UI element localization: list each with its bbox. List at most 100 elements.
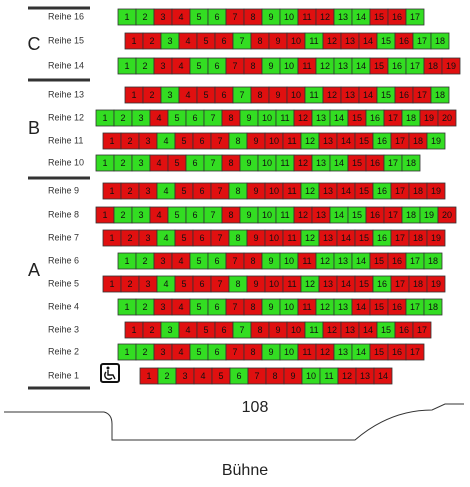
seat-number: 6 [199,186,204,196]
seat-number: 1 [109,233,114,243]
seat-number: 10 [284,61,294,71]
seat-number: 13 [338,302,348,312]
seat-number: 2 [142,302,147,312]
seat-number: 9 [246,210,251,220]
seat-number: 14 [341,279,351,289]
seat[interactable] [426,275,446,293]
seat-number: 18 [406,113,416,123]
seat-number: 10 [284,347,294,357]
seat-number: 7 [232,347,237,357]
seat-number: 8 [257,90,262,100]
seat-number: 18 [413,136,423,146]
seat-number: 1 [109,279,114,289]
seat-number: 8 [235,186,240,196]
wheelchair-glyph [104,370,116,380]
wheelchair-icon[interactable] [100,363,120,383]
seat-number: 6 [221,36,226,46]
seat-number: 2 [164,371,169,381]
seat-number: 17 [410,347,420,357]
seat-number: 1 [131,90,136,100]
seat-number: 1 [124,347,129,357]
seat[interactable] [426,182,446,200]
seat[interactable] [412,321,432,339]
seat-number: 11 [302,302,311,312]
seat-number: 16 [377,233,387,243]
seat-number: 4 [185,325,190,335]
seat-number: 16 [399,325,409,335]
seat[interactable] [441,57,461,75]
seat-number: 10 [262,158,272,168]
seat[interactable] [405,8,425,26]
seat[interactable] [437,206,457,224]
seat[interactable] [405,343,425,361]
seat-number: 12 [320,256,330,266]
seat-number: 1 [102,158,107,168]
seat[interactable] [423,252,443,270]
seat-number: 3 [160,61,165,71]
seat-number: 11 [287,186,296,196]
seat-number: 6 [214,347,219,357]
seat[interactable] [430,86,450,104]
seat-number: 5 [174,113,179,123]
seat-number: 11 [302,12,311,22]
seat-number: 13 [345,90,355,100]
seat-number: 12 [327,325,337,335]
seat-number: 1 [102,210,107,220]
seat-number: 3 [138,158,143,168]
seat-number: 6 [199,233,204,243]
seat-number: 20 [442,113,452,123]
seat-number: 5 [181,186,186,196]
seat-number: 3 [160,302,165,312]
row-label: Reihe 10 [48,157,84,167]
seat-number: 10 [262,210,272,220]
seat-number: 4 [156,210,161,220]
seat-number: 6 [199,279,204,289]
seat[interactable] [437,109,457,127]
seat[interactable] [373,367,393,385]
seat-number: 16 [377,186,387,196]
seat-number: 13 [338,347,348,357]
seat-number: 19 [446,61,456,71]
seat-number: 15 [374,347,384,357]
seat-number: 7 [232,12,237,22]
seat[interactable] [426,132,446,150]
seat-number: 7 [232,256,237,266]
seat-number: 9 [275,36,280,46]
seat-number: 16 [392,347,402,357]
row-label: Reihe 8 [48,209,79,219]
seat-number: 8 [250,256,255,266]
seat-number: 14 [341,233,351,243]
seat[interactable] [430,32,450,50]
seat-number: 2 [127,279,132,289]
seat-number: 3 [160,256,165,266]
seat[interactable] [426,229,446,247]
row-label: Reihe 3 [48,324,79,334]
seat-number: 7 [232,61,237,71]
seat-number: 5 [218,371,223,381]
seat-number: 19 [424,210,434,220]
seat-number: 2 [142,347,147,357]
row-label: Reihe 9 [48,185,79,195]
seat-number: 5 [196,12,201,22]
seat-number: 17 [410,61,420,71]
seat[interactable] [423,298,443,316]
seat-number: 12 [305,233,315,243]
seat-number: 13 [338,256,348,266]
seat-number: 5 [181,233,186,243]
seat-number: 8 [257,36,262,46]
seat-number: 4 [178,256,183,266]
seat-number: 15 [352,210,362,220]
seat[interactable] [401,154,421,172]
seat-number: 15 [352,158,362,168]
seat-number: 19 [431,279,441,289]
seat-number: 12 [305,279,315,289]
seat-number: 11 [324,371,333,381]
seat-number: 16 [392,256,402,266]
seat-number: 8 [250,61,255,71]
seat-number: 1 [124,12,129,22]
seat-number: 12 [320,61,330,71]
seat-number: 6 [214,12,219,22]
row-label: Reihe 7 [48,232,79,242]
seat-number: 11 [287,279,296,289]
wheelchair-head [106,366,110,370]
